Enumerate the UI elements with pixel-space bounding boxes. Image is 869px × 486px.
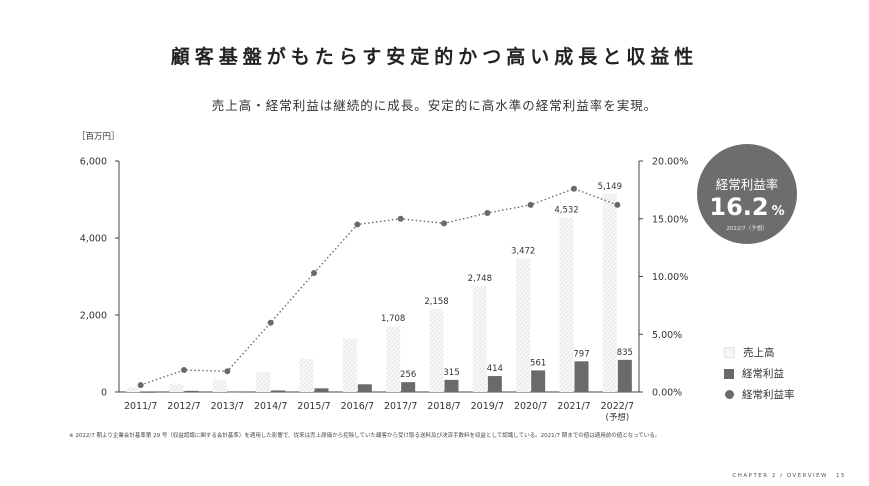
profit-bar bbox=[617, 359, 632, 392]
x-tick-note: (予想) bbox=[606, 412, 630, 423]
rate-point bbox=[527, 201, 534, 208]
rate-point bbox=[224, 368, 231, 375]
sales-bar bbox=[602, 193, 617, 392]
profit-bar bbox=[574, 361, 589, 392]
footnote: ※ 2022/7 期より企業会計基準第 29 号（収益認識に関する会計基準）を適… bbox=[69, 433, 661, 439]
profit-bar bbox=[444, 379, 459, 392]
legend-item-rate: 経常利益率 bbox=[724, 384, 795, 405]
rate-point bbox=[137, 382, 144, 389]
right-tick-label: 5.00% bbox=[652, 330, 682, 341]
badge-note: 2022/7（予想） bbox=[726, 226, 768, 232]
left-tick-label: 0 bbox=[101, 388, 107, 399]
legend-item-sales: 売上高 bbox=[724, 342, 795, 363]
rate-point bbox=[354, 221, 361, 228]
x-tick-label: 2013/7 bbox=[211, 401, 244, 412]
sales-data-label: 3,472 bbox=[511, 246, 535, 256]
right-tick-label: 20.00% bbox=[652, 157, 688, 168]
profit-data-label: 256 bbox=[400, 370, 416, 380]
x-tick-label: 2021/7 bbox=[557, 401, 590, 412]
badge-unit: % bbox=[771, 204, 785, 219]
sales-bar bbox=[256, 371, 271, 392]
legend-label-sales: 売上高 bbox=[743, 347, 775, 359]
rate-point bbox=[441, 220, 447, 227]
profit-bar bbox=[314, 388, 329, 392]
footer-chapter: CHAPTER 2 / OVERVIEW bbox=[732, 473, 828, 479]
x-tick-label: 2017/7 bbox=[384, 401, 417, 412]
left-tick-label: 4,000 bbox=[80, 234, 107, 245]
right-tick-label: 15.00% bbox=[652, 214, 688, 225]
profit-bar bbox=[487, 376, 502, 392]
left-tick-label: 6,000 bbox=[80, 157, 107, 168]
profit-bar bbox=[271, 390, 286, 392]
legend-item-profit: 経常利益 bbox=[724, 363, 795, 384]
x-tick-label: 2011/7 bbox=[124, 401, 157, 412]
rate-point bbox=[571, 185, 577, 192]
chart-legend: 売上高 経常利益 経常利益率 bbox=[724, 342, 795, 405]
x-tick-label: 2014/7 bbox=[254, 401, 287, 412]
profit-bar bbox=[401, 382, 416, 392]
footer-page-number: 15 bbox=[836, 473, 846, 479]
rate-line bbox=[140, 187, 618, 386]
left-axis-unit: ［百万円］ bbox=[77, 132, 120, 142]
sales-bar bbox=[169, 383, 184, 392]
page-subtitle: 売上高・経常利益は継続的に成長。安定的に高水準の経常利益率を実現。 bbox=[211, 98, 658, 113]
profit-data-label: 835 bbox=[617, 348, 633, 358]
rate-point bbox=[311, 270, 317, 277]
sales-bar bbox=[342, 338, 357, 392]
badge-label: 経常利益率 bbox=[715, 177, 779, 192]
sales-bar bbox=[559, 217, 574, 392]
profit-bar bbox=[141, 391, 156, 393]
sales-bar bbox=[429, 308, 444, 392]
profit-data-label: 797 bbox=[573, 349, 589, 359]
profit-rate-badge: 経常利益率 16.2% 2022/7（予想） bbox=[697, 144, 797, 244]
profit-bar bbox=[357, 384, 372, 392]
sales-bar bbox=[212, 379, 227, 392]
sales-data-label: 2,748 bbox=[468, 274, 492, 284]
legend-swatch-profit bbox=[724, 368, 734, 379]
sales-data-label: 2,158 bbox=[424, 297, 448, 307]
right-tick-label: 10.00% bbox=[652, 272, 688, 283]
left-tick-label: 2,000 bbox=[80, 311, 107, 322]
x-tick-label: 2012/7 bbox=[167, 401, 200, 412]
sales-data-label: 4,532 bbox=[554, 206, 578, 216]
x-tick-label: 2015/7 bbox=[297, 401, 330, 412]
x-tick-label: 2016/7 bbox=[341, 401, 374, 412]
rate-point bbox=[484, 209, 491, 216]
page-footer: CHAPTER 2 / OVERVIEW 15 bbox=[732, 473, 846, 479]
sales-bar bbox=[472, 286, 487, 392]
rate-point bbox=[267, 319, 274, 326]
right-tick-label: 0.00% bbox=[652, 388, 682, 399]
sales-bar bbox=[299, 358, 314, 392]
rate-point bbox=[397, 215, 404, 222]
sales-bar bbox=[126, 387, 141, 392]
profit-data-label: 414 bbox=[487, 364, 503, 374]
profit-bar bbox=[227, 391, 242, 393]
x-tick-label: 2020/7 bbox=[514, 401, 547, 412]
legend-label-profit: 経常利益 bbox=[742, 368, 784, 380]
profit-data-label: 561 bbox=[530, 358, 546, 368]
legend-label-rate: 経常利益率 bbox=[742, 389, 795, 401]
legend-swatch-rate bbox=[725, 390, 734, 399]
badge-number: 16.2 bbox=[709, 193, 769, 221]
rate-point bbox=[181, 367, 187, 374]
x-tick-label: 2019/7 bbox=[471, 401, 504, 412]
profit-bar bbox=[184, 390, 199, 392]
profit-data-label: 315 bbox=[443, 368, 459, 378]
x-tick-label: 2022/7 bbox=[601, 401, 634, 412]
x-tick-label: 2018/7 bbox=[427, 401, 460, 412]
badge-value: 16.2% bbox=[697, 193, 797, 221]
sales-data-label: 1,708 bbox=[381, 314, 405, 324]
sales-bar bbox=[516, 258, 531, 392]
profit-bar bbox=[531, 370, 546, 392]
legend-swatch-sales bbox=[724, 347, 735, 358]
sales-bar bbox=[386, 326, 401, 392]
rate-point bbox=[614, 201, 621, 208]
sales-data-label: 5,149 bbox=[598, 182, 622, 192]
page-title: 顧客基盤がもたらす安定的かつ高い成長と収益性 bbox=[170, 46, 699, 68]
